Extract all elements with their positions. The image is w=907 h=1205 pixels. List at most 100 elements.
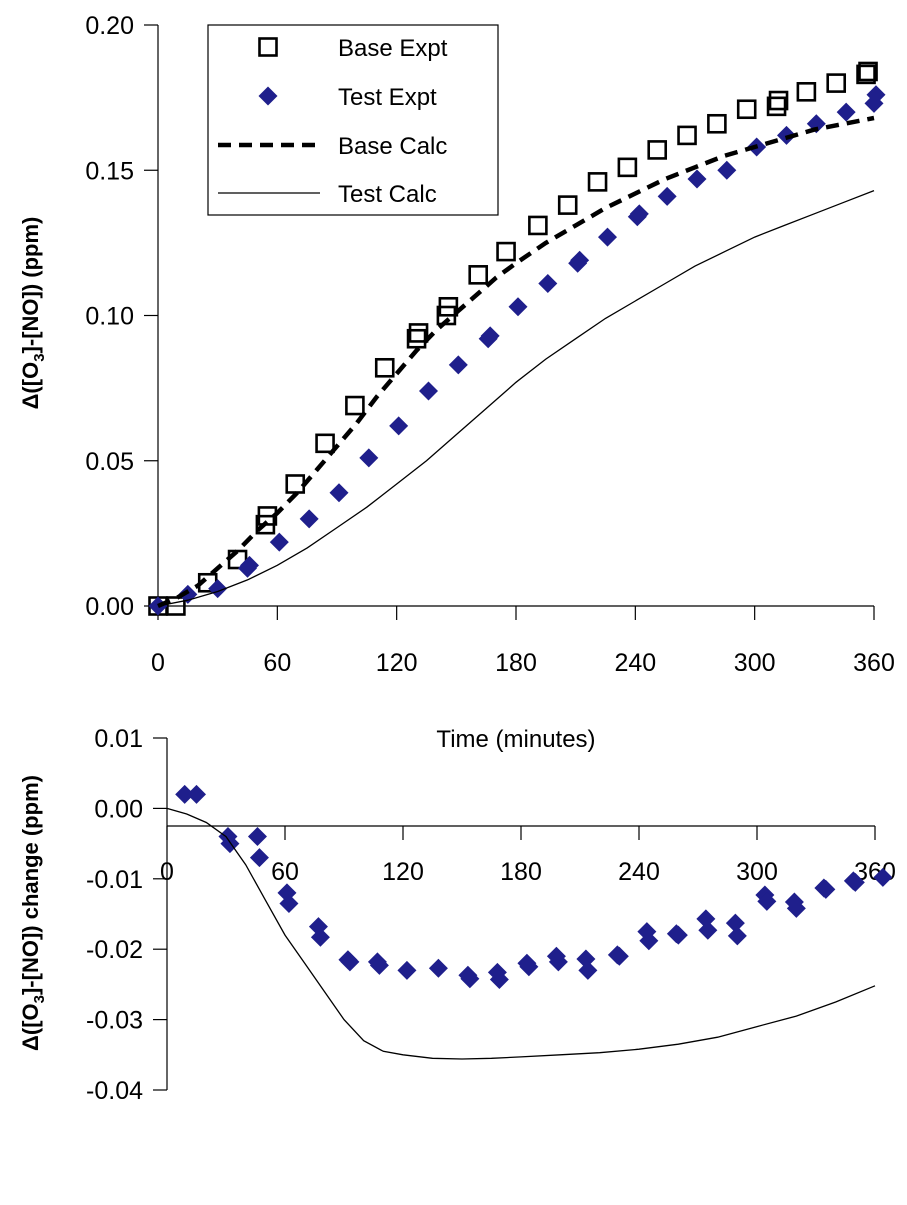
y-axis-title: Δ([O3]-[NO]) change (ppm)	[18, 775, 48, 1051]
base-expt-point	[468, 265, 489, 285]
test-expt-point	[269, 532, 289, 552]
x-tick-label: 60	[271, 858, 299, 886]
test-expt-point	[299, 509, 319, 529]
x-tick-label: 360	[853, 649, 895, 677]
test-expt-point	[836, 102, 856, 122]
test-expt-point	[489, 969, 509, 989]
legend-label: Test Expt	[338, 84, 437, 111]
y-tick-label: 0.00	[85, 593, 134, 621]
base-expt-point	[826, 73, 847, 93]
base-expt-point	[345, 395, 365, 416]
x-tick-label: 180	[500, 858, 542, 886]
test-expt-point	[239, 555, 259, 575]
x-tick-label: 0	[160, 858, 174, 886]
base-expt-point	[528, 215, 548, 236]
test-expt-point	[786, 898, 806, 918]
test-expt-point	[418, 381, 438, 401]
test-expt-point	[687, 169, 707, 189]
y-tick-label: 0.20	[85, 12, 134, 40]
base-expt-point	[587, 172, 608, 192]
base-expt-point	[647, 140, 668, 160]
y-tick-label: 0.10	[85, 303, 134, 331]
top-chart: 0 60 120 180 240 300 360 0.00 0.05 0.10 0.15 0.20 Δ(…	[18, 12, 895, 753]
legend-diamond-icon	[258, 86, 278, 106]
test-expt-point	[187, 784, 206, 804]
base-expt-point	[315, 433, 335, 454]
base-expt-point	[707, 113, 727, 134]
test-expt-point	[806, 114, 826, 134]
test-expt-point	[448, 355, 468, 375]
x-tick-label: 180	[495, 649, 537, 677]
y-axis-title: Δ([O3]-[NO]) (ppm)	[18, 217, 48, 410]
base-calc-line	[157, 115, 875, 609]
y-axis-title-part: ]-[NO]) (ppm)	[18, 217, 43, 354]
test-expt-point	[538, 274, 558, 294]
test-expt-point	[668, 925, 688, 945]
y-axis-title-part: Δ([O	[18, 1003, 43, 1051]
test-expt-point	[578, 960, 598, 980]
x-tick-label: 120	[376, 649, 418, 677]
y-tick-label: 0.00	[94, 795, 143, 823]
base-expt-point	[374, 357, 395, 378]
base-expt-point	[766, 96, 787, 117]
y-tick-label: -0.04	[86, 1077, 143, 1105]
test-expt-point	[717, 160, 737, 180]
base-expt-point	[796, 82, 817, 102]
test-expt-point	[397, 960, 417, 980]
x-axis-title: Time (minutes)	[436, 726, 595, 753]
test-expt-point	[247, 827, 267, 847]
test-expt-point	[570, 250, 590, 270]
base-expt-point	[617, 157, 638, 178]
legend-square-icon	[258, 37, 278, 57]
y-axis-title-part: Δ([O	[18, 362, 43, 410]
test-expt-point	[698, 920, 718, 940]
base-expt-point	[856, 64, 876, 85]
base-expt-point	[285, 474, 306, 494]
x-tick-label: 240	[614, 649, 656, 677]
y-tick-label: -0.02	[86, 936, 143, 964]
x-tick-label: 240	[618, 858, 660, 886]
y-tick-label: 0.15	[85, 157, 134, 185]
bottom-chart: 0 60 120 180 240 300 3600.010.00-0.01-0.02-0.0…	[18, 725, 896, 1105]
x-tick-label: 300	[736, 858, 778, 886]
legend-label: Base Expt	[338, 35, 448, 62]
y-tick-label: -0.03	[86, 1007, 143, 1035]
y-tick-label: 0.01	[94, 725, 143, 753]
base-expt-point	[858, 61, 878, 82]
base-expt-point	[557, 195, 578, 215]
base-expt-point	[496, 241, 516, 262]
legend-box	[207, 24, 499, 216]
test-expt-point	[597, 227, 617, 247]
y-axis-title-subscript: 3	[31, 353, 48, 361]
x-tick-label: 0	[151, 649, 165, 677]
x-tick-label: 120	[382, 858, 424, 886]
test-expt-point	[389, 416, 409, 436]
x-tick-label: 300	[734, 649, 776, 677]
y-axis-title-part: ]-[NO]) change (ppm)	[18, 775, 43, 995]
test-expt-point	[757, 891, 777, 911]
test-expt-point	[727, 926, 747, 946]
test-expt-point	[629, 204, 649, 224]
test-expt-point	[657, 186, 677, 206]
test-expt-point	[279, 893, 299, 913]
test-expt-point	[359, 448, 379, 468]
test-expt-point	[519, 957, 539, 977]
test-expt-point	[460, 969, 480, 989]
test-expt-point	[866, 85, 886, 105]
calc-line	[166, 807, 876, 1060]
test-expt-point	[175, 784, 195, 804]
test-expt-point	[480, 326, 500, 346]
test-expt-point	[310, 927, 330, 947]
base-expt-point	[677, 125, 697, 146]
test-expt-point	[548, 952, 568, 972]
test-expt-point	[428, 958, 448, 978]
legend-label: Base Calc	[338, 133, 447, 160]
test-expt-point	[873, 867, 893, 887]
base-expt-point	[736, 99, 757, 120]
base-expt-point	[408, 323, 429, 343]
test-expt-point	[639, 931, 659, 951]
base-expt-point	[768, 90, 789, 111]
y-tick-label: 0.05	[85, 448, 134, 476]
test-expt-point	[340, 952, 360, 972]
